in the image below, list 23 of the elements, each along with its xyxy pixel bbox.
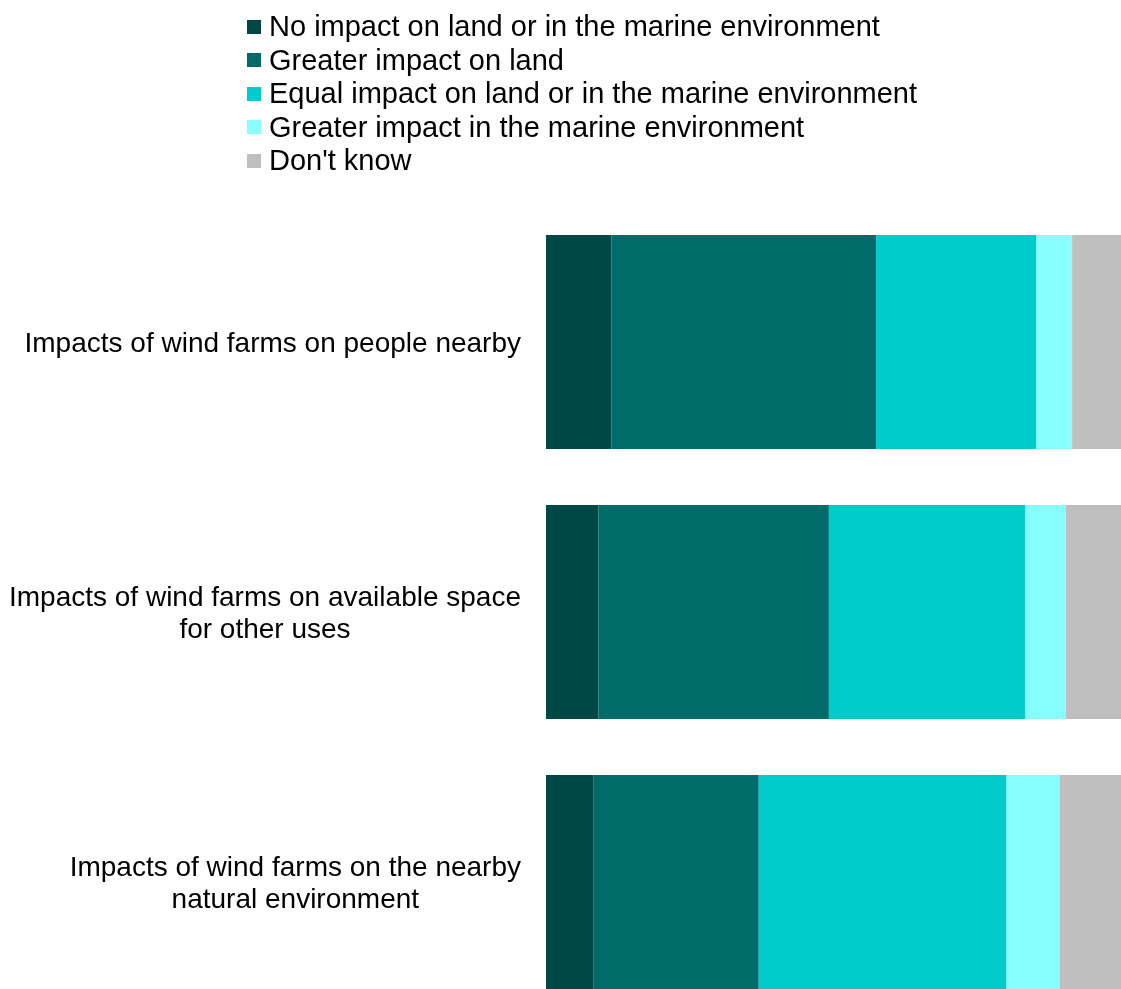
bar xyxy=(546,505,599,719)
y-tick-label: Impacts of wind farms on the nearby natural environment xyxy=(69,850,521,914)
bar xyxy=(828,505,1025,719)
legend-label: Greater impact in the marine environment xyxy=(269,110,805,144)
bar xyxy=(1006,775,1060,989)
y-tick-label: Impacts of wind farms on available space for other uses xyxy=(8,580,521,644)
legend-label: Equal impact on land or in the marine environment xyxy=(269,77,918,111)
bar xyxy=(1059,775,1121,989)
bar xyxy=(1065,505,1121,719)
bar xyxy=(611,235,877,449)
legend-label: No impact on land or in the marine environment xyxy=(269,10,880,44)
bar xyxy=(598,505,829,719)
bar xyxy=(546,775,594,989)
bar xyxy=(1072,235,1121,449)
bar xyxy=(1024,505,1066,719)
legend-label: Don't know xyxy=(269,144,412,178)
bar xyxy=(1036,235,1073,449)
bar xyxy=(546,235,612,449)
bar xyxy=(593,775,759,989)
bar xyxy=(876,235,1037,449)
y-tick-label: Impacts of wind farms on people nearby xyxy=(24,326,521,358)
bar xyxy=(758,775,1007,989)
legend-label: Greater impact on land xyxy=(269,43,564,77)
